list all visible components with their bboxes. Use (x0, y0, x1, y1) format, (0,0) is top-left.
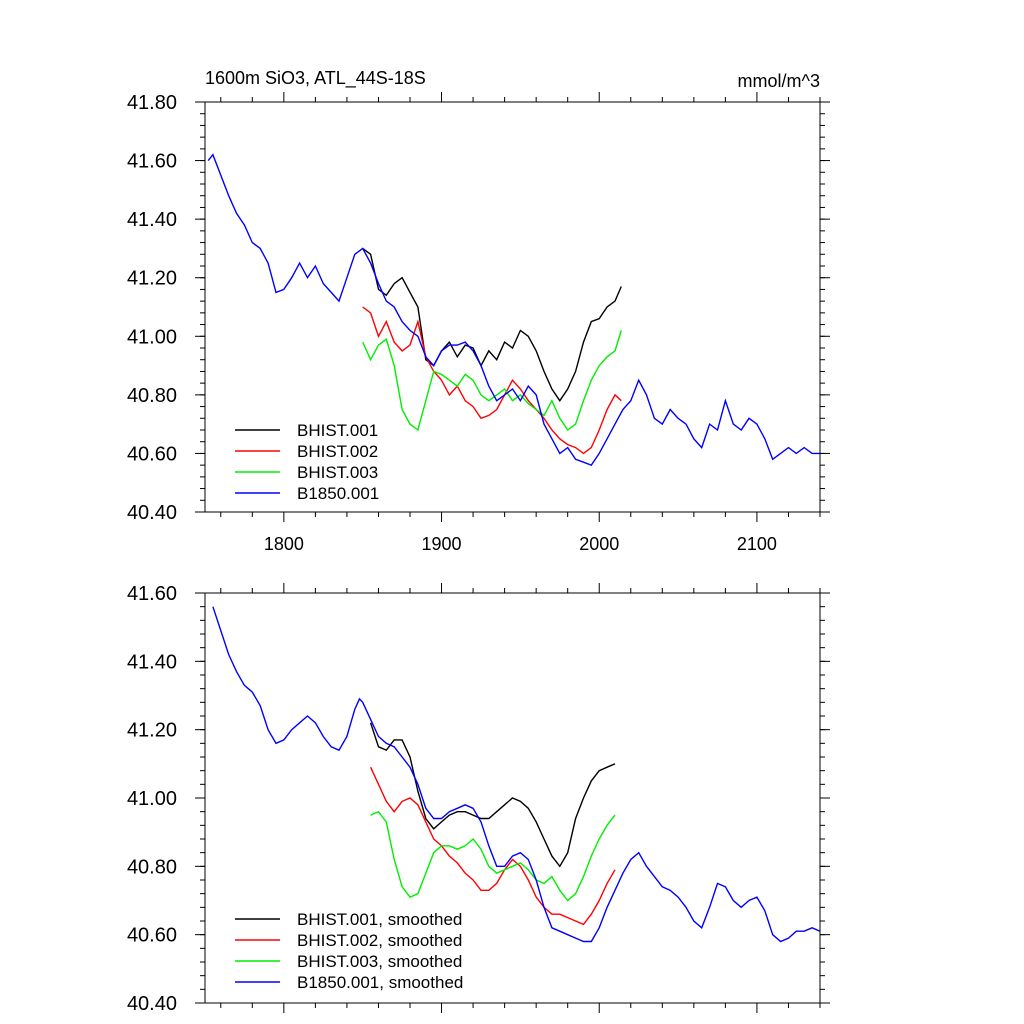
plot-frame (204, 101, 821, 513)
y-tick-label: 40.40 (127, 993, 177, 1015)
y-tick-label: 41.60 (127, 583, 177, 605)
chart-units: mmol/m^3 (738, 71, 820, 91)
y-tick-label: 41.80 (127, 92, 177, 114)
y-tick-label: 41.20 (127, 720, 177, 742)
chart-title: 1600m SiO3, ATL_44S-18S (205, 68, 426, 89)
legend-label: B1850.001, smoothed (297, 973, 463, 992)
series-line-b1850-001 (207, 153, 820, 466)
y-tick-label: 40.60 (127, 925, 177, 947)
legend-label: BHIST.002, smoothed (297, 931, 462, 950)
legend-label: BHIST.001, smoothed (297, 910, 462, 929)
y-tick-label: 40.80 (127, 385, 177, 407)
y-tick-label: 41.20 (127, 268, 177, 290)
series-line-bhist-002 (362, 306, 622, 455)
y-tick-label: 40.40 (127, 502, 177, 524)
y-tick-label: 41.40 (127, 209, 177, 231)
y-tick-label: 40.80 (127, 856, 177, 878)
y-tick-label: 41.40 (127, 651, 177, 673)
bottom-panel: 41.60 41.40 41.20 41.00 40.80 40.60 40.40 BHIST… (127, 583, 830, 1015)
series-line-bhist-003 (362, 330, 622, 432)
series-line-bhist-001-smoothed (369, 722, 616, 868)
y-tick-label: 41.00 (127, 788, 177, 810)
legend-label: BHIST.002 (297, 442, 378, 461)
x-tick-label: 2100 (737, 534, 777, 554)
series-line-bhist-001 (362, 247, 622, 402)
x-tick-label: 2000 (579, 534, 619, 554)
legend-label: B1850.001 (297, 484, 379, 503)
x-tick-label: 1800 (264, 534, 304, 554)
top-panel: 1800 1900 2000 2100 41.80 41.60 41.40 41.20 41.0… (127, 92, 830, 554)
series-line-b1850-001-smoothed (212, 606, 820, 943)
legend-label: BHIST.003, smoothed (297, 952, 462, 971)
y-tick-label: 41.00 (127, 326, 177, 348)
y-tick-label: 41.60 (127, 151, 177, 173)
series-line-bhist-003-smoothed (370, 810, 616, 902)
legend-label: BHIST.003 (297, 463, 378, 482)
x-tick-label: 1900 (422, 534, 462, 554)
y-tick-label: 40.60 (127, 443, 177, 465)
legend-label: BHIST.001 (297, 421, 378, 440)
series-line-bhist-002-smoothed (369, 766, 616, 926)
